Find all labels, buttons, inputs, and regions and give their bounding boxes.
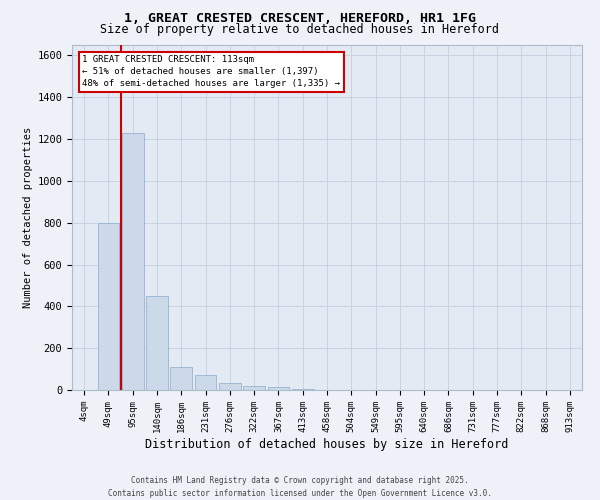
- Bar: [170, 367, 192, 390]
- Text: 1 GREAT CRESTED CRESCENT: 113sqm
← 51% of detached houses are smaller (1,397)
48: 1 GREAT CRESTED CRESCENT: 113sqm ← 51% o…: [82, 56, 340, 88]
- Bar: [122, 133, 143, 390]
- Bar: [194, 376, 217, 390]
- Bar: [146, 296, 168, 390]
- Bar: [243, 386, 265, 390]
- Bar: [97, 222, 119, 390]
- Bar: [268, 387, 289, 390]
- Text: Contains HM Land Registry data © Crown copyright and database right 2025.
Contai: Contains HM Land Registry data © Crown c…: [108, 476, 492, 498]
- Text: 1, GREAT CRESTED CRESCENT, HEREFORD, HR1 1FG: 1, GREAT CRESTED CRESCENT, HEREFORD, HR1…: [124, 12, 476, 26]
- X-axis label: Distribution of detached houses by size in Hereford: Distribution of detached houses by size …: [145, 438, 509, 450]
- Y-axis label: Number of detached properties: Number of detached properties: [23, 127, 33, 308]
- Bar: [219, 382, 241, 390]
- Bar: [292, 389, 314, 390]
- Text: Size of property relative to detached houses in Hereford: Size of property relative to detached ho…: [101, 22, 499, 36]
